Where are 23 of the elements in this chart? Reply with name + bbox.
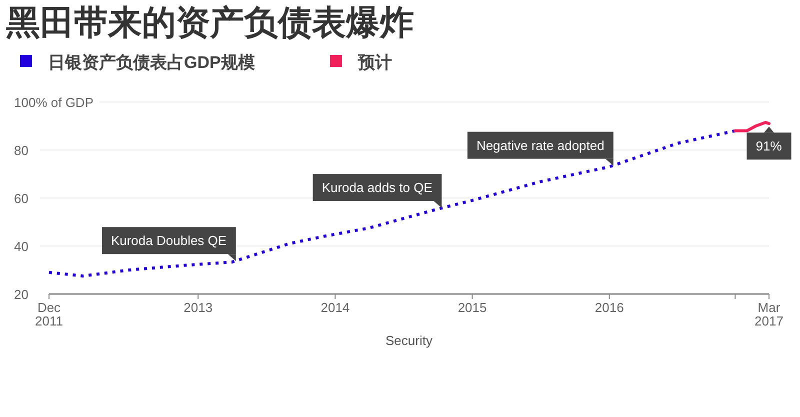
annotation: Kuroda adds to QE [312, 174, 442, 208]
legend-label: 日银资产负债表占GDP规模 [48, 53, 255, 72]
x-tick-label: Mar 2017 [754, 300, 784, 329]
y-tick-label: 40 [14, 239, 28, 254]
x-tick-label: 2014 [320, 300, 350, 315]
annotation: Kuroda adds to QE [322, 180, 433, 196]
chart-title: 黑田带来的资产负债表爆炸 [6, 4, 414, 42]
annotation: 91% [756, 138, 782, 154]
x-tick-label: 2016 [594, 300, 624, 315]
x-tick-label: 2015 [458, 300, 487, 315]
y-tick-label: 60 [14, 191, 28, 206]
annotation: Kuroda Doubles QE [110, 233, 227, 248]
annotation: Negative rate adopted [476, 138, 604, 153]
annotation: 91% [746, 126, 792, 160]
x-tick-label: 2013 [184, 300, 213, 315]
annotation: Negative rate adopted [467, 132, 614, 166]
x-axis-title: Security [386, 333, 433, 348]
y-tick-label: 100% of GDP [14, 95, 94, 110]
x-tick-label: Dec 2011 [35, 300, 63, 329]
annotation: Kuroda Doubles QE [102, 227, 236, 262]
legend-label: 预计 [357, 53, 392, 72]
y-tick-label: 80 [14, 143, 28, 158]
y-tick-label: 20 [14, 287, 28, 302]
